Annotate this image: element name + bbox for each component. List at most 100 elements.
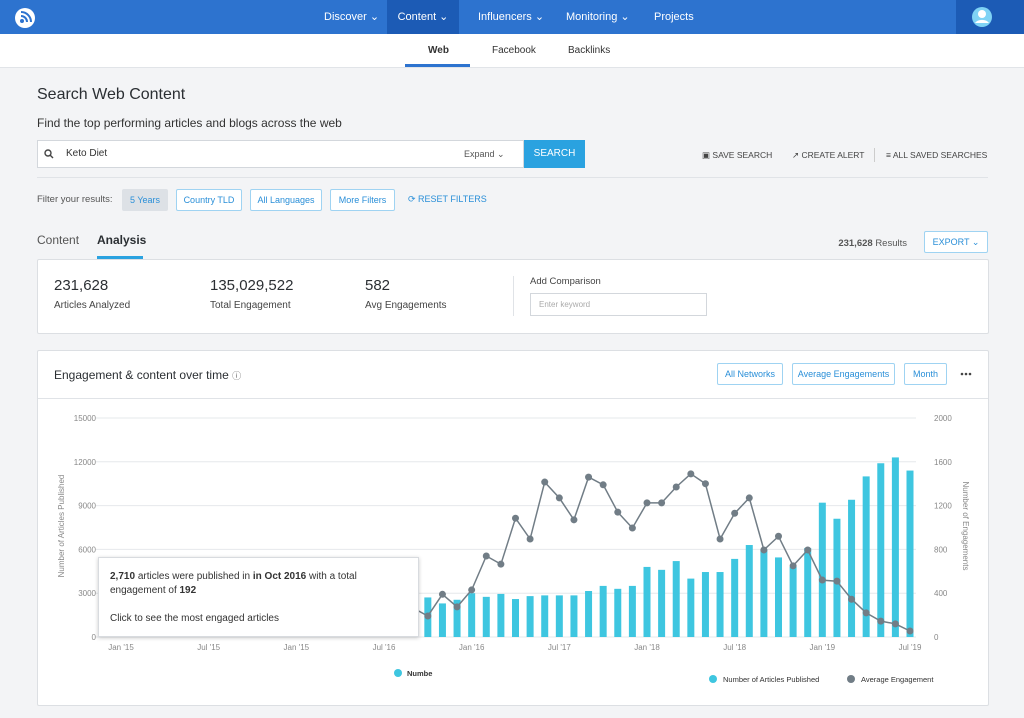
y2-axis-label: Number of Engagements bbox=[961, 482, 970, 571]
search-box[interactable] bbox=[37, 140, 524, 168]
export-button[interactable]: EXPORT ⌄ bbox=[924, 231, 988, 253]
filter-chip[interactable]: Country TLD bbox=[176, 189, 242, 211]
point bbox=[570, 516, 578, 524]
results: 231,628 Results bbox=[800, 238, 907, 249]
results-count: 231,628 bbox=[838, 238, 873, 249]
point bbox=[818, 576, 826, 584]
x-tick-label: Jan '15 bbox=[108, 643, 134, 652]
separator bbox=[37, 177, 988, 178]
bar bbox=[716, 572, 724, 637]
point bbox=[731, 509, 739, 517]
tab[interactable]: Analysis bbox=[97, 233, 147, 247]
divider bbox=[874, 148, 875, 162]
page-subtitle: Find the top performing articles and blo… bbox=[37, 116, 342, 130]
bar bbox=[818, 502, 826, 637]
point bbox=[614, 508, 622, 516]
nav-item[interactable]: Monitoring ⌄ bbox=[566, 11, 630, 23]
point bbox=[906, 627, 914, 635]
nav-item[interactable]: Projects bbox=[644, 0, 704, 34]
tab-underline bbox=[97, 256, 143, 259]
filter-chip[interactable]: More Filters bbox=[330, 189, 395, 211]
point bbox=[541, 478, 549, 486]
y-tick-label: 12000 bbox=[74, 458, 97, 467]
card-divider bbox=[38, 398, 988, 399]
filter-chip[interactable]: 5 Years bbox=[122, 189, 168, 211]
point bbox=[482, 552, 490, 560]
nav-item[interactable]: Content ⌄ bbox=[387, 0, 459, 34]
bar bbox=[891, 457, 899, 637]
y-axis-label: Number of Articles Published bbox=[57, 475, 66, 578]
top-bar bbox=[0, 0, 1024, 34]
more-menu[interactable] bbox=[960, 372, 972, 376]
legend-swatch bbox=[709, 675, 717, 683]
all-saved-searches[interactable]: ≡ ALL SAVED SEARCHES bbox=[886, 150, 988, 160]
filter-chip[interactable]: All Languages bbox=[250, 189, 322, 211]
stat-label: Total Engagement bbox=[210, 300, 291, 311]
bar bbox=[541, 595, 549, 637]
reset-filters[interactable]: ⟳ RESET FILTERS bbox=[408, 194, 487, 204]
reset-label: RESET FILTERS bbox=[418, 194, 487, 204]
sub-nav-item[interactable]: Backlinks bbox=[568, 45, 611, 56]
logo[interactable] bbox=[14, 7, 38, 29]
x-tick-label: Jan '19 bbox=[810, 643, 836, 652]
legend-label: Numbe bbox=[407, 669, 432, 678]
point bbox=[628, 524, 636, 532]
nav-item[interactable]: Discover ⌄ bbox=[324, 11, 380, 23]
y-tick-label: 15000 bbox=[74, 414, 97, 423]
point bbox=[599, 481, 607, 489]
bar bbox=[526, 596, 534, 637]
bar bbox=[512, 599, 519, 637]
search-button[interactable]: SEARCH bbox=[524, 140, 585, 168]
point bbox=[701, 480, 709, 488]
nav-item[interactable]: Influencers ⌄ bbox=[478, 11, 545, 23]
tooltip-link[interactable]: Click to see the most engaged articles bbox=[110, 613, 279, 624]
legend-swatch bbox=[394, 669, 402, 677]
placeholder: Enter keyword bbox=[539, 300, 591, 309]
nav-label: Discover bbox=[324, 11, 367, 23]
bar bbox=[862, 476, 870, 637]
expand[interactable]: Expand ⌄ bbox=[464, 149, 505, 159]
x-tick-label: Jul '16 bbox=[373, 643, 396, 652]
tab[interactable]: Content bbox=[37, 233, 80, 247]
sub-nav-item[interactable]: Web bbox=[428, 45, 449, 56]
bar bbox=[482, 596, 490, 637]
legend-swatch bbox=[847, 675, 855, 683]
bar bbox=[804, 547, 812, 637]
chart-control[interactable]: All Networks bbox=[717, 363, 783, 385]
comparison-input[interactable]: Enter keyword bbox=[530, 293, 707, 316]
nav-label: Content bbox=[397, 11, 437, 23]
sub-nav-item[interactable]: Facebook bbox=[492, 45, 536, 56]
point bbox=[848, 595, 856, 603]
point bbox=[585, 473, 593, 481]
bar bbox=[789, 566, 797, 637]
bar bbox=[468, 593, 476, 637]
create-alert[interactable]: ↗ CREATE ALERT bbox=[792, 150, 865, 160]
chart-control[interactable]: Average Engagements bbox=[792, 363, 895, 385]
chart-control[interactable]: Month bbox=[904, 363, 947, 385]
export-label: EXPORT bbox=[932, 237, 970, 247]
results-label: Results bbox=[875, 238, 907, 249]
tooltip[interactable]: 2,710 articles were published in in Oct … bbox=[98, 557, 419, 637]
chart-title: Engagement & content over time bbox=[54, 368, 229, 382]
bar bbox=[555, 595, 563, 637]
point bbox=[497, 560, 505, 568]
bar bbox=[745, 545, 753, 637]
stat-value: 231,628 bbox=[54, 277, 109, 294]
y2-tick-label: 0 bbox=[934, 633, 939, 642]
tooltip-count: 2,710 bbox=[110, 571, 136, 582]
save-search[interactable]: ▣ SAVE SEARCH bbox=[702, 150, 773, 160]
y2-tick-label: 400 bbox=[934, 589, 948, 598]
stat-label: Avg Engagements bbox=[365, 300, 447, 311]
avatar[interactable] bbox=[971, 6, 993, 28]
point bbox=[789, 562, 797, 570]
action-label: SAVE SEARCH bbox=[712, 150, 773, 160]
bar bbox=[453, 599, 461, 637]
bar bbox=[438, 603, 446, 637]
bar bbox=[701, 572, 709, 637]
point bbox=[512, 514, 519, 522]
point bbox=[804, 546, 812, 554]
x-tick-label: Jul '19 bbox=[899, 643, 922, 652]
point bbox=[424, 612, 432, 620]
point bbox=[745, 494, 753, 502]
